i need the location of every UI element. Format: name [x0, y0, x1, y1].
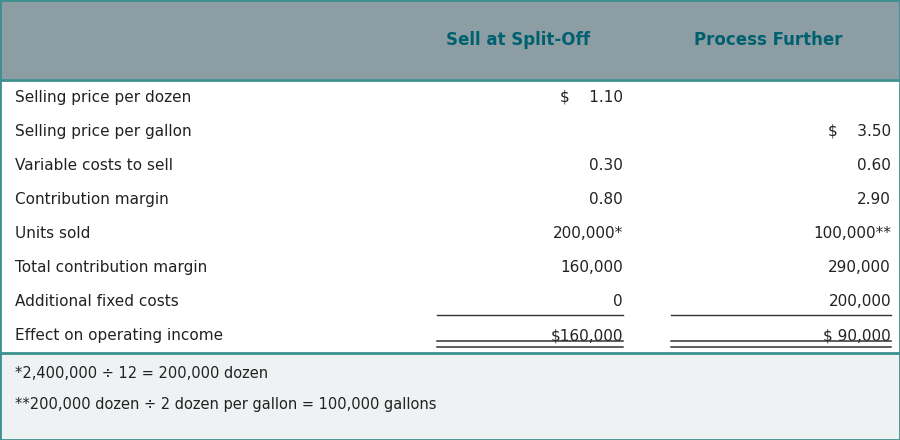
- Text: 0.80: 0.80: [589, 192, 623, 207]
- Text: $160,000: $160,000: [550, 328, 623, 343]
- Text: $    3.50: $ 3.50: [828, 124, 891, 139]
- Text: Additional fixed costs: Additional fixed costs: [15, 294, 179, 309]
- Text: 0: 0: [613, 294, 623, 309]
- Text: 200,000*: 200,000*: [553, 226, 623, 241]
- Text: Selling price per dozen: Selling price per dozen: [15, 90, 192, 105]
- Bar: [0, 0, 900, 80]
- Text: Contribution margin: Contribution margin: [15, 192, 169, 207]
- Text: 2.90: 2.90: [857, 192, 891, 207]
- Text: 0.30: 0.30: [589, 158, 623, 173]
- Text: Variable costs to sell: Variable costs to sell: [15, 158, 174, 173]
- Text: $    1.10: $ 1.10: [560, 90, 623, 105]
- Text: 100,000**: 100,000**: [813, 226, 891, 241]
- Text: Effect on operating income: Effect on operating income: [15, 328, 223, 343]
- Text: Units sold: Units sold: [15, 226, 91, 241]
- Text: 0.60: 0.60: [857, 158, 891, 173]
- Text: Total contribution margin: Total contribution margin: [15, 260, 208, 275]
- Text: 200,000: 200,000: [828, 294, 891, 309]
- Bar: [0, 80, 900, 353]
- Text: 290,000: 290,000: [828, 260, 891, 275]
- Text: Selling price per gallon: Selling price per gallon: [15, 124, 192, 139]
- Text: Process Further: Process Further: [695, 31, 842, 49]
- Text: **200,000 dozen ÷ 2 dozen per gallon = 100,000 gallons: **200,000 dozen ÷ 2 dozen per gallon = 1…: [15, 397, 436, 412]
- Bar: [0, 353, 900, 440]
- Text: $ 90,000: $ 90,000: [824, 328, 891, 343]
- Text: Sell at Split-Off: Sell at Split-Off: [446, 31, 590, 49]
- Text: 160,000: 160,000: [560, 260, 623, 275]
- Text: *2,400,000 ÷ 12 = 200,000 dozen: *2,400,000 ÷ 12 = 200,000 dozen: [15, 366, 268, 381]
